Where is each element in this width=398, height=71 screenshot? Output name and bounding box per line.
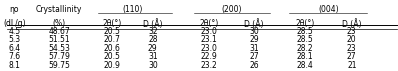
Text: 20: 20 xyxy=(347,35,357,44)
Text: 54.53: 54.53 xyxy=(48,44,70,53)
Text: 28: 28 xyxy=(148,35,158,44)
Text: 32: 32 xyxy=(148,27,158,36)
Text: 23.1: 23.1 xyxy=(201,35,218,44)
Text: 23: 23 xyxy=(347,44,357,53)
Text: (dL/g): (dL/g) xyxy=(3,19,25,28)
Text: 30: 30 xyxy=(148,61,158,70)
Text: Crystallinity: Crystallinity xyxy=(36,5,82,14)
Text: 20.5: 20.5 xyxy=(103,27,120,36)
Text: 21: 21 xyxy=(347,61,357,70)
Text: 2θ(°): 2θ(°) xyxy=(200,19,219,28)
Text: 51.51: 51.51 xyxy=(49,35,70,44)
Text: (200): (200) xyxy=(222,5,242,14)
Text: ηo: ηo xyxy=(10,5,19,14)
Text: 4.5: 4.5 xyxy=(8,27,20,36)
Text: 48.67: 48.67 xyxy=(48,27,70,36)
Text: 8.1: 8.1 xyxy=(8,61,20,70)
Text: (110): (110) xyxy=(122,5,142,14)
Text: D (Å): D (Å) xyxy=(342,19,361,29)
Text: 5.3: 5.3 xyxy=(8,35,20,44)
Text: 7.6: 7.6 xyxy=(8,52,20,61)
Text: 59.75: 59.75 xyxy=(48,61,70,70)
Text: 28.4: 28.4 xyxy=(297,61,313,70)
Text: (%): (%) xyxy=(53,19,66,28)
Text: 20.9: 20.9 xyxy=(103,61,120,70)
Text: 28.2: 28.2 xyxy=(297,44,313,53)
Text: 6.4: 6.4 xyxy=(8,44,20,53)
Text: 29: 29 xyxy=(250,35,259,44)
Text: 31: 31 xyxy=(148,52,158,61)
Text: 28.5: 28.5 xyxy=(297,35,313,44)
Text: 28.1: 28.1 xyxy=(297,52,313,61)
Text: 2θ(°): 2θ(°) xyxy=(102,19,121,28)
Text: 23.2: 23.2 xyxy=(201,61,218,70)
Text: 57.79: 57.79 xyxy=(48,52,70,61)
Text: 31: 31 xyxy=(250,44,259,53)
Text: 22.9: 22.9 xyxy=(201,52,218,61)
Text: 23.0: 23.0 xyxy=(201,27,218,36)
Text: D (Å): D (Å) xyxy=(143,19,162,29)
Text: 20.7: 20.7 xyxy=(103,35,120,44)
Text: 27: 27 xyxy=(250,52,259,61)
Text: 28.5: 28.5 xyxy=(297,27,313,36)
Text: (004): (004) xyxy=(318,5,339,14)
Text: 20.5: 20.5 xyxy=(103,52,120,61)
Text: D (Å): D (Å) xyxy=(244,19,264,29)
Text: 27: 27 xyxy=(347,52,357,61)
Text: 23: 23 xyxy=(347,27,357,36)
Text: 20.6: 20.6 xyxy=(103,44,120,53)
Text: 29: 29 xyxy=(148,44,158,53)
Text: 26: 26 xyxy=(250,61,259,70)
Text: 23.0: 23.0 xyxy=(201,44,218,53)
Text: 30: 30 xyxy=(250,27,259,36)
Text: 2θ(°): 2θ(°) xyxy=(295,19,314,28)
